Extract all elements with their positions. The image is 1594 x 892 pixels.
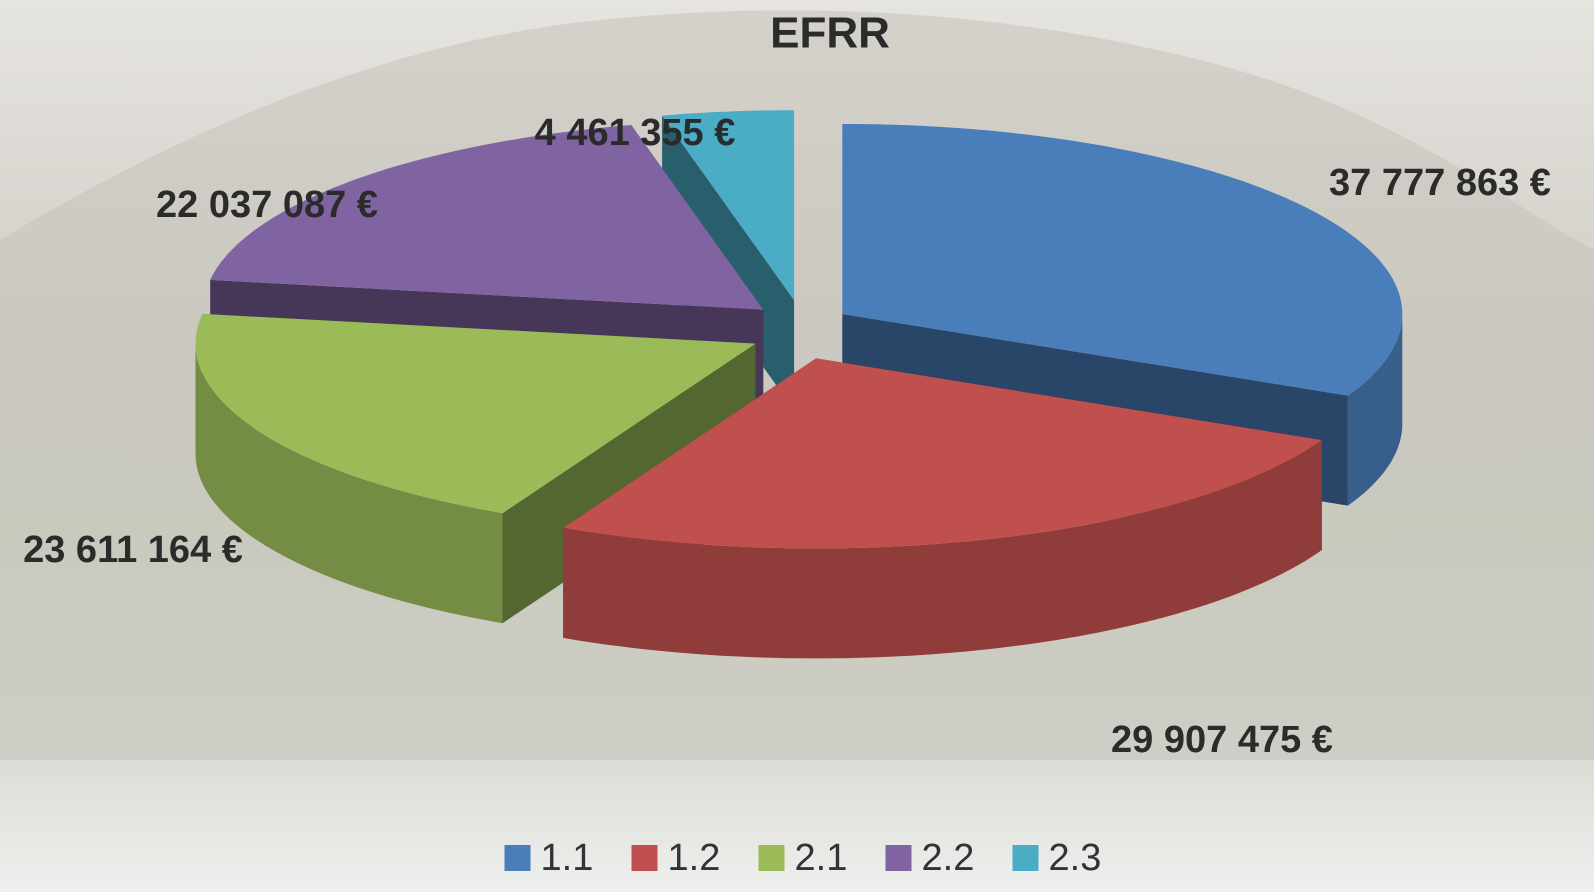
legend-label: 2.1 [795,837,848,879]
slice-wall [195,343,503,624]
slice-top [662,110,795,301]
slice-wall [563,440,1322,659]
data-label: 4 461 355 € [535,112,736,154]
data-label: 37 777 863 € [1329,162,1551,204]
slice [195,313,756,624]
pie [195,110,1403,659]
legend-swatch [1012,845,1039,871]
slice-top [210,125,764,310]
legend-label: 1.2 [668,837,721,879]
legend-label: 2.3 [1049,837,1102,879]
legend-label: 2.2 [922,837,975,879]
slice-top [842,124,1403,396]
chart-title: EFRR [770,9,890,58]
legend-swatch [504,845,531,871]
legend-swatch [631,845,658,871]
slice [563,358,1322,659]
legend-swatch [885,845,912,871]
data-label: 22 037 087 € [156,184,378,226]
data-label: 29 907 475 € [1111,719,1333,761]
legend-label: 1.1 [541,837,594,879]
slice-top [563,358,1322,549]
legend-swatch [758,845,785,871]
slice-top [195,313,756,514]
slice-wall [1347,314,1403,506]
data-label: 23 611 164 € [23,529,243,571]
legend: 1.1 1.2 2.1 2.2 2.3 [504,837,1102,879]
